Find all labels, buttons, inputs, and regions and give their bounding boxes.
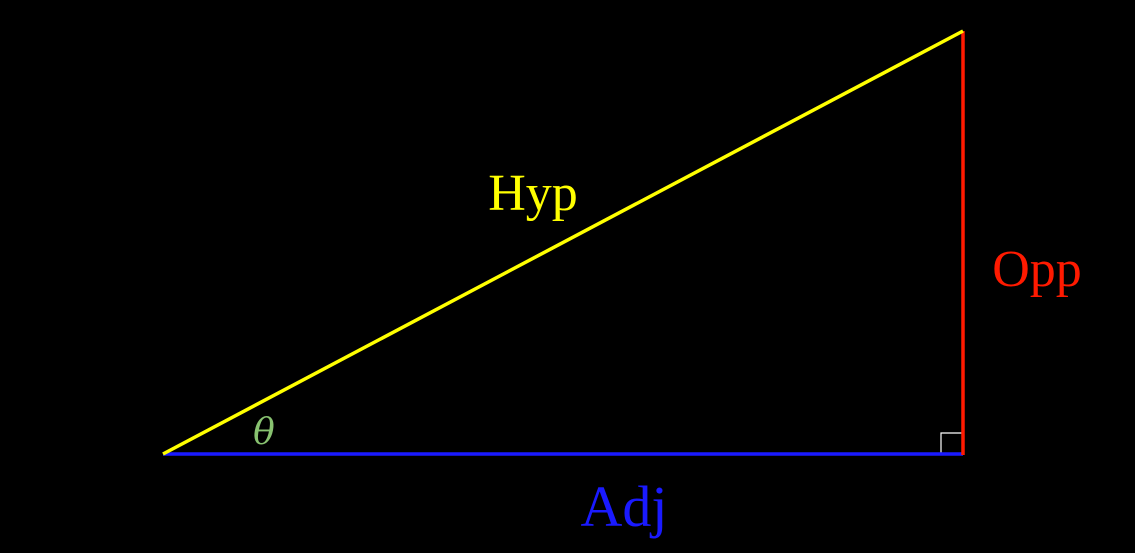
hypotenuse-label: Hyp [488,165,578,222]
angle-theta-label: θ [253,412,275,453]
right-angle-marker [940,432,962,454]
hypotenuse-side [162,29,964,456]
opposite-label: Opp [992,241,1082,298]
adjacent-label: Adj [581,474,668,539]
